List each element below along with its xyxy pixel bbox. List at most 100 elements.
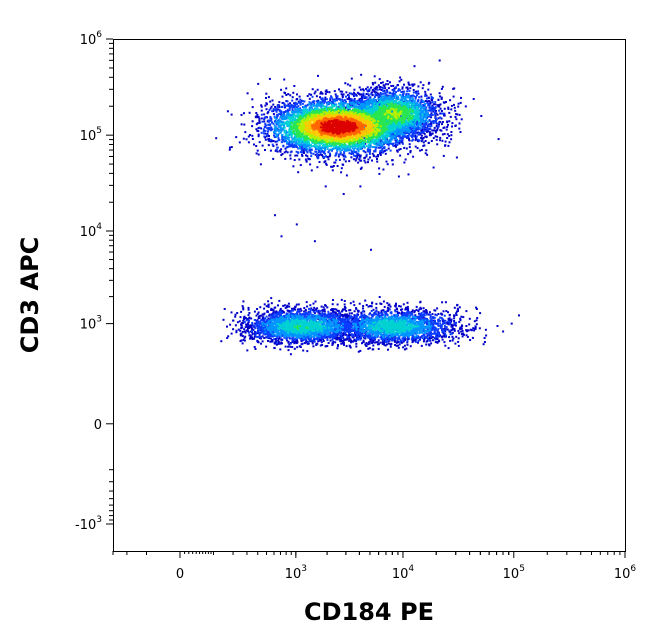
event-dot (436, 307, 439, 310)
event-dot (337, 309, 340, 312)
event-dot (410, 130, 413, 133)
event-dot (327, 335, 330, 338)
event-dot (356, 156, 359, 159)
event-dot (417, 341, 419, 344)
event-dot (256, 322, 259, 325)
event-dot (368, 88, 371, 91)
event-dot (423, 144, 426, 147)
event-dot (244, 326, 247, 329)
event-dot (380, 311, 383, 314)
event-dot (398, 135, 401, 138)
event-dot (439, 136, 442, 139)
event-dot (278, 342, 281, 345)
event-dot (265, 345, 268, 348)
event-dot (385, 341, 388, 343)
event-dot (406, 86, 409, 89)
event-dot (364, 315, 367, 318)
event-dot (269, 129, 272, 132)
event-dot (433, 108, 436, 111)
event-dot (324, 155, 327, 158)
event-dot (384, 337, 386, 340)
event-dot (256, 340, 259, 343)
event-dot (258, 329, 261, 332)
event-dot (425, 135, 428, 138)
event-dot (381, 313, 384, 316)
event-dot (518, 314, 520, 317)
event-dot (251, 125, 254, 128)
event-dot (334, 93, 337, 96)
event-dot (415, 92, 418, 95)
event-dot (384, 92, 387, 95)
event-dot (256, 313, 259, 316)
event-dot (272, 338, 275, 341)
event-dot (352, 319, 355, 322)
event-dot (256, 308, 259, 310)
event-dot (378, 296, 381, 298)
event-dot (348, 339, 351, 342)
event-dot (430, 108, 433, 111)
event-dot (359, 349, 362, 352)
event-dot (438, 105, 441, 108)
event-dot (419, 133, 422, 136)
event-dot (344, 160, 347, 163)
event-dot (246, 92, 249, 95)
event-dot (327, 310, 330, 313)
event-dot (390, 342, 393, 345)
event-dot (385, 93, 388, 96)
event-dot (425, 309, 428, 311)
event-dot (408, 138, 410, 141)
event-dot (426, 340, 429, 342)
event-dot (384, 152, 387, 155)
event-dot (376, 316, 379, 319)
event-dot (404, 335, 407, 338)
event-dot (290, 144, 293, 147)
event-dot (396, 344, 399, 347)
event-dot (382, 151, 384, 154)
event-dot (366, 148, 369, 151)
event-dot (348, 329, 350, 332)
event-dot (405, 347, 408, 350)
event-dot (343, 328, 346, 331)
event-dot (292, 165, 295, 168)
event-dot (475, 319, 478, 322)
event-dot (404, 308, 407, 311)
event-dot (288, 107, 291, 109)
event-dot (267, 119, 270, 122)
event-dot (398, 311, 401, 314)
event-dot (425, 94, 428, 97)
event-dot (301, 99, 304, 102)
event-dot (423, 338, 426, 341)
event-dot (276, 115, 279, 118)
event-dot (296, 310, 299, 313)
event-dot (425, 109, 428, 112)
event-dot (291, 307, 293, 310)
event-dot (324, 96, 327, 99)
event-dot (415, 132, 418, 135)
event-dot (284, 147, 287, 150)
event-dot (346, 318, 349, 320)
event-dot (275, 107, 278, 110)
event-dot (338, 332, 341, 335)
event-dot (336, 165, 339, 167)
event-dot (278, 105, 281, 108)
event-dot (440, 313, 443, 316)
event-dot (305, 104, 308, 107)
event-dot (251, 98, 254, 101)
event-dot (400, 140, 403, 143)
event-dot (432, 110, 435, 113)
event-dot (355, 342, 358, 345)
event-dot (460, 330, 463, 333)
event-dot (397, 142, 400, 145)
event-dot (274, 140, 277, 143)
event-dot (279, 313, 282, 316)
event-dot (344, 318, 346, 321)
event-dot (252, 324, 255, 327)
event-dot (341, 310, 343, 313)
event-dot (448, 323, 451, 326)
event-dot (335, 329, 338, 332)
event-dot (401, 87, 404, 90)
event-dot (292, 146, 295, 149)
event-dot (431, 97, 434, 99)
event-dot (443, 126, 446, 129)
event-dot (285, 87, 288, 90)
